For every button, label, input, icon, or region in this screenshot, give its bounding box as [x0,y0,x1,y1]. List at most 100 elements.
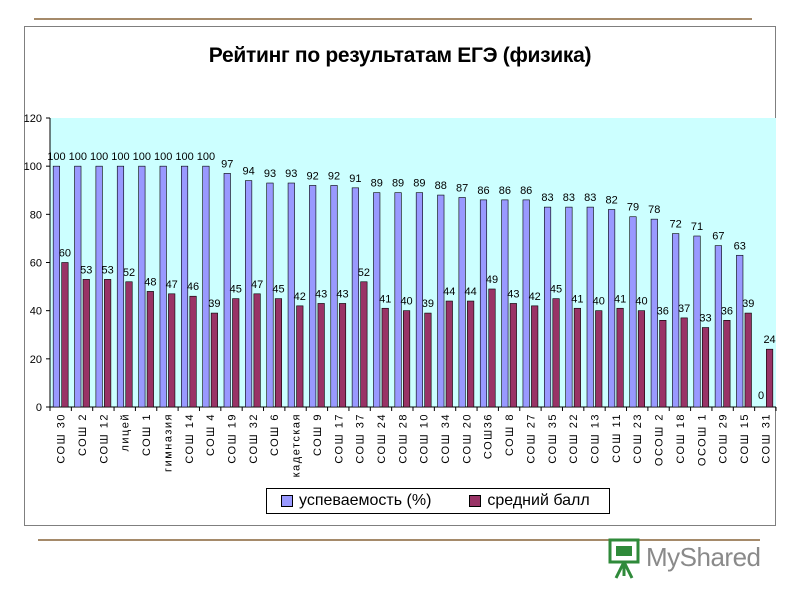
data-label-average: 44 [465,286,477,298]
x-tick-label: ОСОШ 2 [654,413,666,466]
data-label-average: 49 [486,274,498,286]
y-tick-label: 120 [24,113,42,125]
bar-success [330,185,338,408]
bar-success [266,182,274,408]
x-tick-label: СОШ 9 [312,413,324,456]
bar-success [650,218,658,408]
data-label-average: 41 [614,293,626,305]
x-tick-label: СОШ 22 [568,413,580,464]
bar-average [125,281,133,408]
bottom-divider-line [38,539,760,541]
data-label-success: 71 [691,221,703,233]
bar-success [479,199,488,408]
bar-average [338,303,347,408]
bar-average [723,319,731,408]
x-tick-label: СОШ 28 [397,413,409,464]
data-label-average: 48 [144,276,156,288]
bar-success [52,165,60,408]
bar-average [701,327,710,408]
bar-success [394,192,402,408]
x-tick-label: СОШ 35 [547,413,559,464]
data-label-average: 53 [102,264,114,276]
bar-average [189,295,197,408]
x-tick-label: СОШ 37 [355,413,367,464]
x-tick-label: СОШ 32 [248,413,260,464]
y-tick-label: 40 [30,306,42,318]
bar-success [95,165,103,408]
data-label-average: 37 [678,303,690,315]
bar-average [595,310,603,408]
data-label-success: 92 [328,170,340,182]
x-tick-label: СОШ 4 [205,413,217,456]
data-label-average: 42 [529,291,541,303]
bar-success [629,216,637,408]
data-label-success: 92 [307,170,319,182]
data-label-success: 89 [413,178,425,190]
bar-average [403,310,411,408]
bar-average [552,298,560,408]
data-label-success: 91 [349,173,361,185]
data-label-average: 43 [336,288,348,300]
data-label-success: 87 [456,182,468,194]
data-label-success: 100 [133,151,151,163]
data-label-success: 88 [435,180,447,192]
bar-average [637,310,646,408]
legend-label-average: средний балл [487,492,590,509]
bar-success [159,165,167,408]
data-label-average: 45 [272,284,284,296]
data-label-average: 40 [400,296,412,308]
bar-success [736,254,744,408]
data-label-success: 89 [371,178,383,190]
data-label-average: 40 [635,296,647,308]
x-tick-label: СОШ 13 [590,413,602,464]
x-tick-label: СОШ36 [483,413,495,459]
legend-item-success: успеваемость (%) [281,492,431,510]
data-label-average: 39 [422,298,434,310]
y-tick-label: 60 [30,258,42,270]
top-divider-line [34,18,752,20]
data-label-average: 53 [80,264,92,276]
data-label-success: 86 [520,185,532,197]
data-label-success: 100 [90,151,108,163]
bar-average [467,300,475,408]
bar-success [116,165,125,408]
bar-average [61,262,69,408]
bar-average [82,279,90,408]
x-tick-label: СОШ 1 [141,413,153,456]
x-tick-label: СОШ 20 [461,413,473,464]
x-tick-label: СОШ 27 [525,413,537,464]
data-label-average: 44 [443,286,455,298]
legend-swatch-success [281,495,293,507]
bar-success [608,209,616,408]
bar-average [744,312,752,408]
watermark-text: MyShared [646,542,761,572]
bar-success [415,192,423,408]
data-label-average: 39 [742,298,754,310]
data-label-average: 52 [123,267,135,279]
watermark-logo: MyShared [604,536,784,586]
data-label-average: 43 [315,288,327,300]
y-tick-label: 80 [30,209,42,221]
data-label-average: 36 [657,305,669,317]
bar-average [317,303,325,408]
data-label-average: 42 [294,291,306,303]
data-label-success: 79 [627,202,639,214]
bar-success [565,206,573,408]
bar-success [223,173,231,408]
bar-success [586,206,594,408]
bar-success [458,197,466,408]
data-label-average: 43 [507,288,519,300]
x-tick-label: СОШ 14 [184,413,196,464]
bar-average [210,312,218,408]
y-tick-label: 100 [24,161,42,173]
data-label-average: 41 [379,293,391,305]
bar-average [424,312,432,408]
data-label-average: 45 [550,284,562,296]
x-tick-label: СОШ 11 [611,413,623,463]
data-label-average: 60 [59,248,71,260]
bar-average [445,300,453,408]
legend-swatch-average [469,495,482,507]
data-label-average: 40 [593,296,605,308]
bar-average [232,298,240,408]
bar-average [573,307,581,408]
